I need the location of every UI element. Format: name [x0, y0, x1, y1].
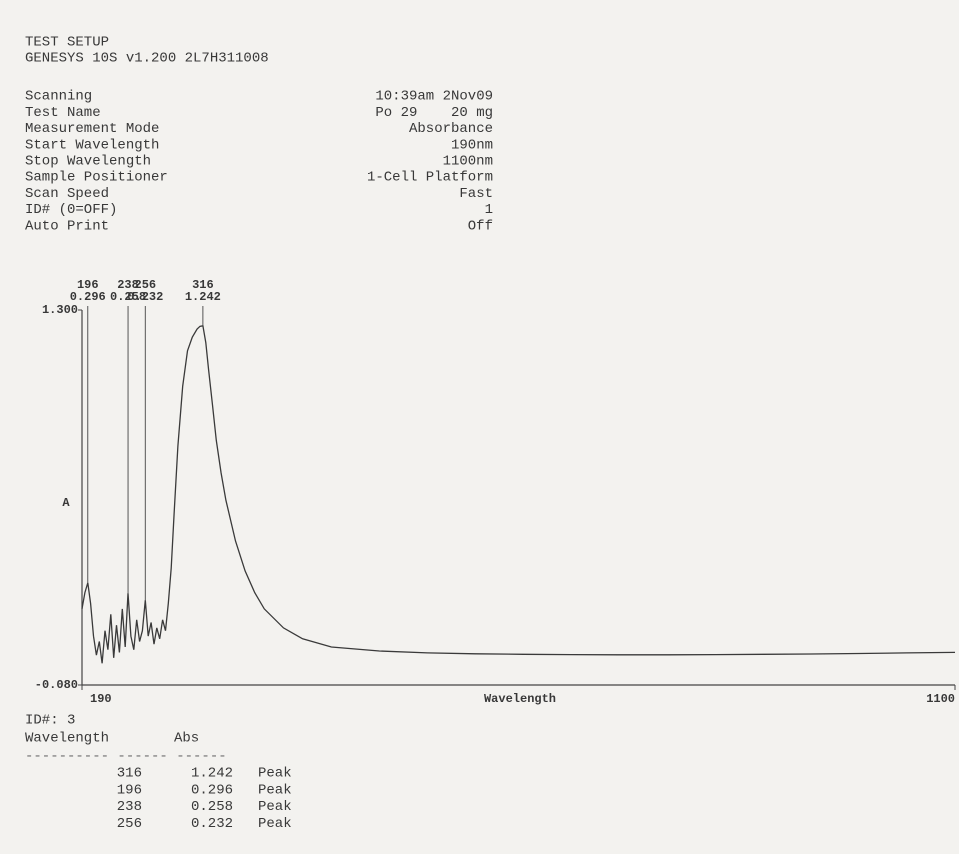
setup-label: Test Name: [25, 105, 101, 121]
setup-label: Scan Speed: [25, 186, 109, 202]
cell-type: Peak: [258, 816, 292, 832]
cell-abs: 0.258: [191, 799, 233, 815]
setup-value: Absorbance: [409, 121, 493, 137]
x-tick-label: 1100: [926, 692, 955, 706]
setup-value: 1: [485, 202, 493, 218]
x-tick-label: 190: [90, 692, 112, 706]
peak-wavelength: 256: [135, 278, 157, 292]
cell-wavelength: 256: [117, 816, 142, 832]
setup-value: Fast: [459, 186, 493, 202]
col-head: Abs: [174, 731, 199, 747]
setup-label: Sample Positioner: [25, 170, 168, 186]
x-axis-label: Wavelength: [484, 692, 556, 706]
peak-abs: 1.242: [185, 290, 221, 304]
setup-value: 1100nm: [443, 154, 493, 170]
setup-label: Start Wavelength: [25, 137, 159, 153]
cell-abs: 0.296: [191, 782, 233, 798]
setup-value: 1-Cell Platform: [367, 170, 493, 186]
peak-abs: 0.258: [110, 290, 146, 304]
setup-label: Measurement Mode: [25, 121, 159, 137]
peak-wavelength: 238: [117, 278, 139, 292]
cell-type: Peak: [258, 799, 292, 815]
dashes: ---------- ------ ------: [25, 749, 227, 765]
cell-abs: 0.232: [191, 816, 233, 832]
setup-value: Po 29 20 mg: [375, 105, 493, 121]
title: TEST SETUP: [25, 35, 109, 51]
cell-wavelength: 316: [117, 766, 142, 782]
spectrum: [81, 325, 956, 664]
cell-wavelength: 238: [117, 799, 142, 815]
cell-wavelength: 196: [117, 782, 142, 798]
setup-value: 190nm: [451, 137, 493, 153]
cell-type: Peak: [258, 782, 292, 798]
peak-wavelength: 316: [192, 278, 214, 292]
setup-value: 10:39am 2Nov09: [375, 89, 493, 105]
cell-abs: 1.242: [191, 766, 233, 782]
col-head: Wavelength: [25, 731, 109, 747]
setup-label: ID# (0=OFF): [25, 202, 117, 218]
peak-abs: 0.232: [127, 290, 163, 304]
setup-label: Scanning: [25, 89, 92, 105]
setup-label: Stop Wavelength: [25, 154, 151, 170]
setup-value: Off: [468, 218, 493, 234]
peak-wavelength: 196: [77, 278, 99, 292]
y-axis-label: A: [62, 496, 70, 510]
peak-abs: 0.296: [70, 290, 106, 304]
table-id: ID#: 3: [25, 713, 75, 729]
y-tick-label: -0.080: [35, 678, 78, 692]
cell-type: Peak: [258, 766, 292, 782]
instrument: GENESYS 10S v1.200 2L7H311008: [25, 51, 269, 67]
y-tick-label: 1.300: [42, 303, 78, 317]
setup-label: Auto Print: [25, 218, 109, 234]
